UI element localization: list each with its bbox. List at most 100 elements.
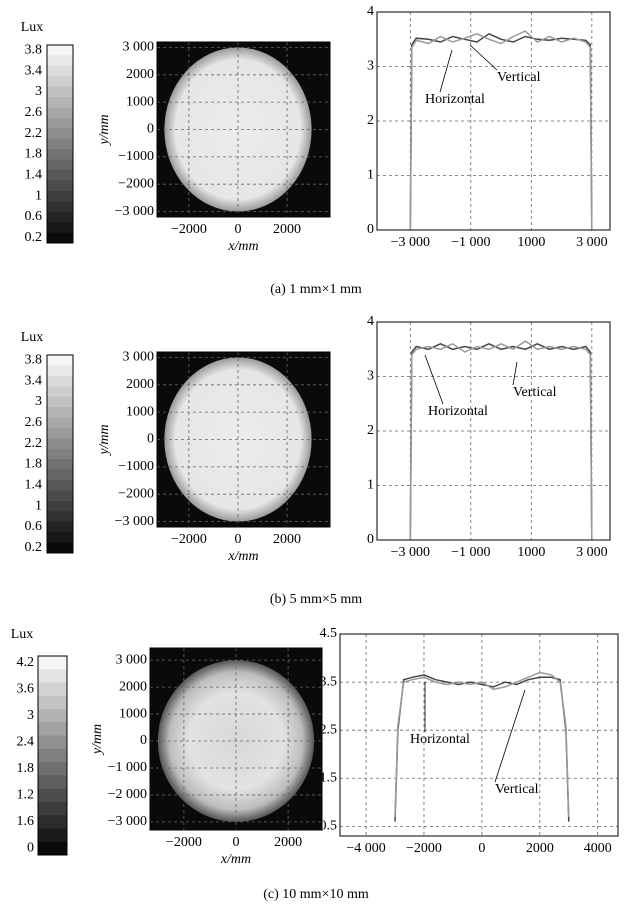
caption: (b) 5 mm×5 mm [270, 592, 362, 607]
x-tick-label: −2000 [166, 835, 202, 850]
x-tick-label: −4 000 [346, 841, 385, 856]
caption: (a) 1 mm×1 mm [270, 282, 362, 297]
colorbar-label: 4.2 [17, 655, 35, 670]
colorbar-label: 1.8 [17, 761, 35, 776]
colorbar-step [38, 762, 67, 776]
colorbar-step [47, 375, 73, 387]
y-tick-label: −3 000 [108, 814, 147, 829]
colorbar-step [47, 480, 73, 491]
x-tick-label: 1000 [517, 235, 545, 250]
x-tick-label: −3 000 [391, 235, 430, 250]
colorbar-step [47, 107, 73, 119]
x-tick-label: 0 [234, 222, 241, 237]
colorbar-label: 1.2 [17, 788, 35, 803]
plot-frame [376, 11, 611, 231]
colorbar-title: Lux [11, 627, 34, 642]
y-tick-label: 2000 [126, 67, 154, 82]
y-tick-label: 2000 [119, 679, 147, 694]
series-annotation: Vertical [497, 70, 541, 85]
x-tick-label: 2000 [274, 835, 302, 850]
colorbar-step [38, 735, 67, 750]
colorbar-label: 2.6 [25, 415, 43, 430]
colorbar-frame [46, 354, 74, 554]
plot-frame [156, 351, 331, 528]
annotation-leader [469, 44, 498, 71]
colorbar-step [47, 76, 73, 88]
colorbar-frame [37, 655, 68, 856]
colorbar-label: 3.4 [25, 373, 43, 388]
colorbar-step [38, 828, 67, 843]
colorbar-step [47, 438, 73, 450]
colorbar-label: 0.2 [25, 230, 43, 245]
colorbar-step [47, 521, 73, 533]
colorbar-step [47, 222, 73, 234]
colorbar-title: Lux [21, 20, 44, 35]
x-tick-label: −2000 [171, 222, 207, 237]
colorbar-label: 2.2 [25, 126, 43, 141]
colorbar-step [47, 190, 73, 202]
colorbar-step [47, 201, 73, 213]
colorbar-label: 3 [27, 708, 34, 723]
colorbar-step [47, 490, 73, 502]
series-annotation: Horizontal [425, 92, 485, 107]
y-tick-label: 3 000 [123, 350, 155, 365]
x-tick-label: 2000 [273, 222, 301, 237]
y-tick-label: 4 [367, 314, 374, 329]
colorbar-step [47, 448, 73, 460]
x-tick-label: −2000 [171, 532, 207, 547]
colorbar-step [47, 427, 73, 439]
colorbar-label: 3 [35, 84, 42, 99]
y-tick-label: 1.5 [320, 771, 338, 786]
y-tick-label: −3 000 [115, 204, 154, 219]
colorbar-step [47, 232, 73, 244]
y-tick-label: 3.5 [320, 674, 338, 689]
colorbar-label: 1 [35, 188, 42, 203]
y-tick-label: −2000 [118, 176, 154, 191]
plot-frame [156, 41, 331, 218]
colorbar-step [47, 407, 73, 419]
colorbar-label: 1.4 [25, 167, 43, 182]
y-tick-label: −2000 [118, 486, 154, 501]
colorbar-step [38, 788, 67, 803]
colorbar-step [38, 815, 67, 829]
y-tick-label: 0 [367, 222, 374, 237]
y-tick-label: 1000 [126, 404, 154, 419]
x-tick-label: −1 000 [451, 235, 490, 250]
colorbar-step [47, 45, 73, 56]
plot-frame [339, 633, 619, 837]
colorbar-label: 2.4 [17, 734, 35, 749]
x-axis-label: x/mm [220, 852, 251, 867]
colorbar-label: 0.6 [25, 519, 43, 534]
colorbar-label: 0.2 [25, 540, 43, 555]
colorbar-step [47, 355, 73, 366]
y-tick-label: 2.5 [320, 722, 338, 737]
caption: (c) 10 mm×10 mm [263, 887, 369, 902]
colorbar-label: 3.4 [25, 63, 43, 78]
annotation-leader [512, 361, 518, 386]
y-tick-label: −3 000 [115, 514, 154, 529]
colorbar-label: 1.8 [25, 147, 43, 162]
annotation-leader [424, 354, 444, 405]
y-tick-label: 0 [367, 532, 374, 547]
y-axis-label: y/mm [90, 724, 105, 756]
y-tick-label: −2 000 [108, 787, 147, 802]
colorbar-step [47, 500, 73, 512]
colorbar-title: Lux [21, 330, 44, 345]
colorbar-label: 2.6 [25, 105, 43, 120]
plot-frame [376, 321, 611, 541]
y-tick-label: 1 [367, 478, 374, 493]
colorbar-step [47, 55, 73, 67]
x-tick-label: −2000 [406, 841, 442, 856]
series-line [394, 674, 570, 822]
series-line [409, 32, 593, 231]
y-tick-label: 4 [367, 4, 374, 19]
x-tick-label: 0 [234, 532, 241, 547]
y-tick-label: 1000 [119, 706, 147, 721]
x-tick-label: 1000 [517, 545, 545, 560]
y-axis-label: y/mm [97, 424, 112, 456]
colorbar-step [38, 722, 67, 737]
y-tick-label: −1 000 [108, 760, 147, 775]
x-tick-label: 4000 [584, 841, 612, 856]
y-tick-label: 2000 [126, 377, 154, 392]
